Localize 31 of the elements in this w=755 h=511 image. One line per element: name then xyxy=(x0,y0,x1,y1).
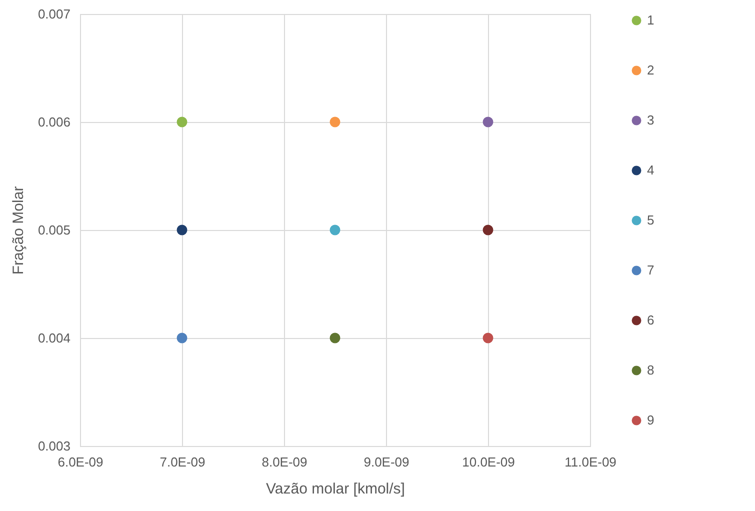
x-tick-label: 8.0E-09 xyxy=(262,454,308,470)
point xyxy=(176,332,188,344)
legend-label: 2 xyxy=(647,62,654,78)
legend-label: 6 xyxy=(647,312,654,328)
y-tick-label: 0.006 xyxy=(38,114,70,130)
legend-label: 4 xyxy=(647,162,654,178)
legend-label: 5 xyxy=(647,212,654,228)
x-tick-label: 9.0E-09 xyxy=(364,454,410,470)
y-tick-label: 0.007 xyxy=(38,6,70,22)
legend-label: 3 xyxy=(647,112,654,128)
y-axis-title: Fração Molar xyxy=(10,186,27,275)
legend-label: 8 xyxy=(647,362,654,378)
point xyxy=(330,332,340,344)
point xyxy=(482,332,494,344)
point xyxy=(482,116,494,128)
point xyxy=(482,224,494,236)
point xyxy=(330,116,340,128)
legend-label: 7 xyxy=(647,262,654,278)
point xyxy=(330,224,340,236)
legend-label: 1 xyxy=(647,12,654,28)
y-tick-label: 0.004 xyxy=(38,330,70,346)
y-tick-label: 0.003 xyxy=(38,438,70,454)
legend-label: 9 xyxy=(647,412,654,428)
x-tick-label: 6.0E-09 xyxy=(58,454,104,470)
y-tick-label: 0.005 xyxy=(38,222,70,238)
x-tick-label: 11.0E-09 xyxy=(564,454,616,470)
point xyxy=(176,224,188,236)
x-tick-label: 10.0E-09 xyxy=(462,454,515,470)
point xyxy=(176,116,188,128)
x-tick-label: 7.0E-09 xyxy=(160,454,206,470)
x-axis-title: Vazão molar [kmol/s] xyxy=(266,480,405,498)
